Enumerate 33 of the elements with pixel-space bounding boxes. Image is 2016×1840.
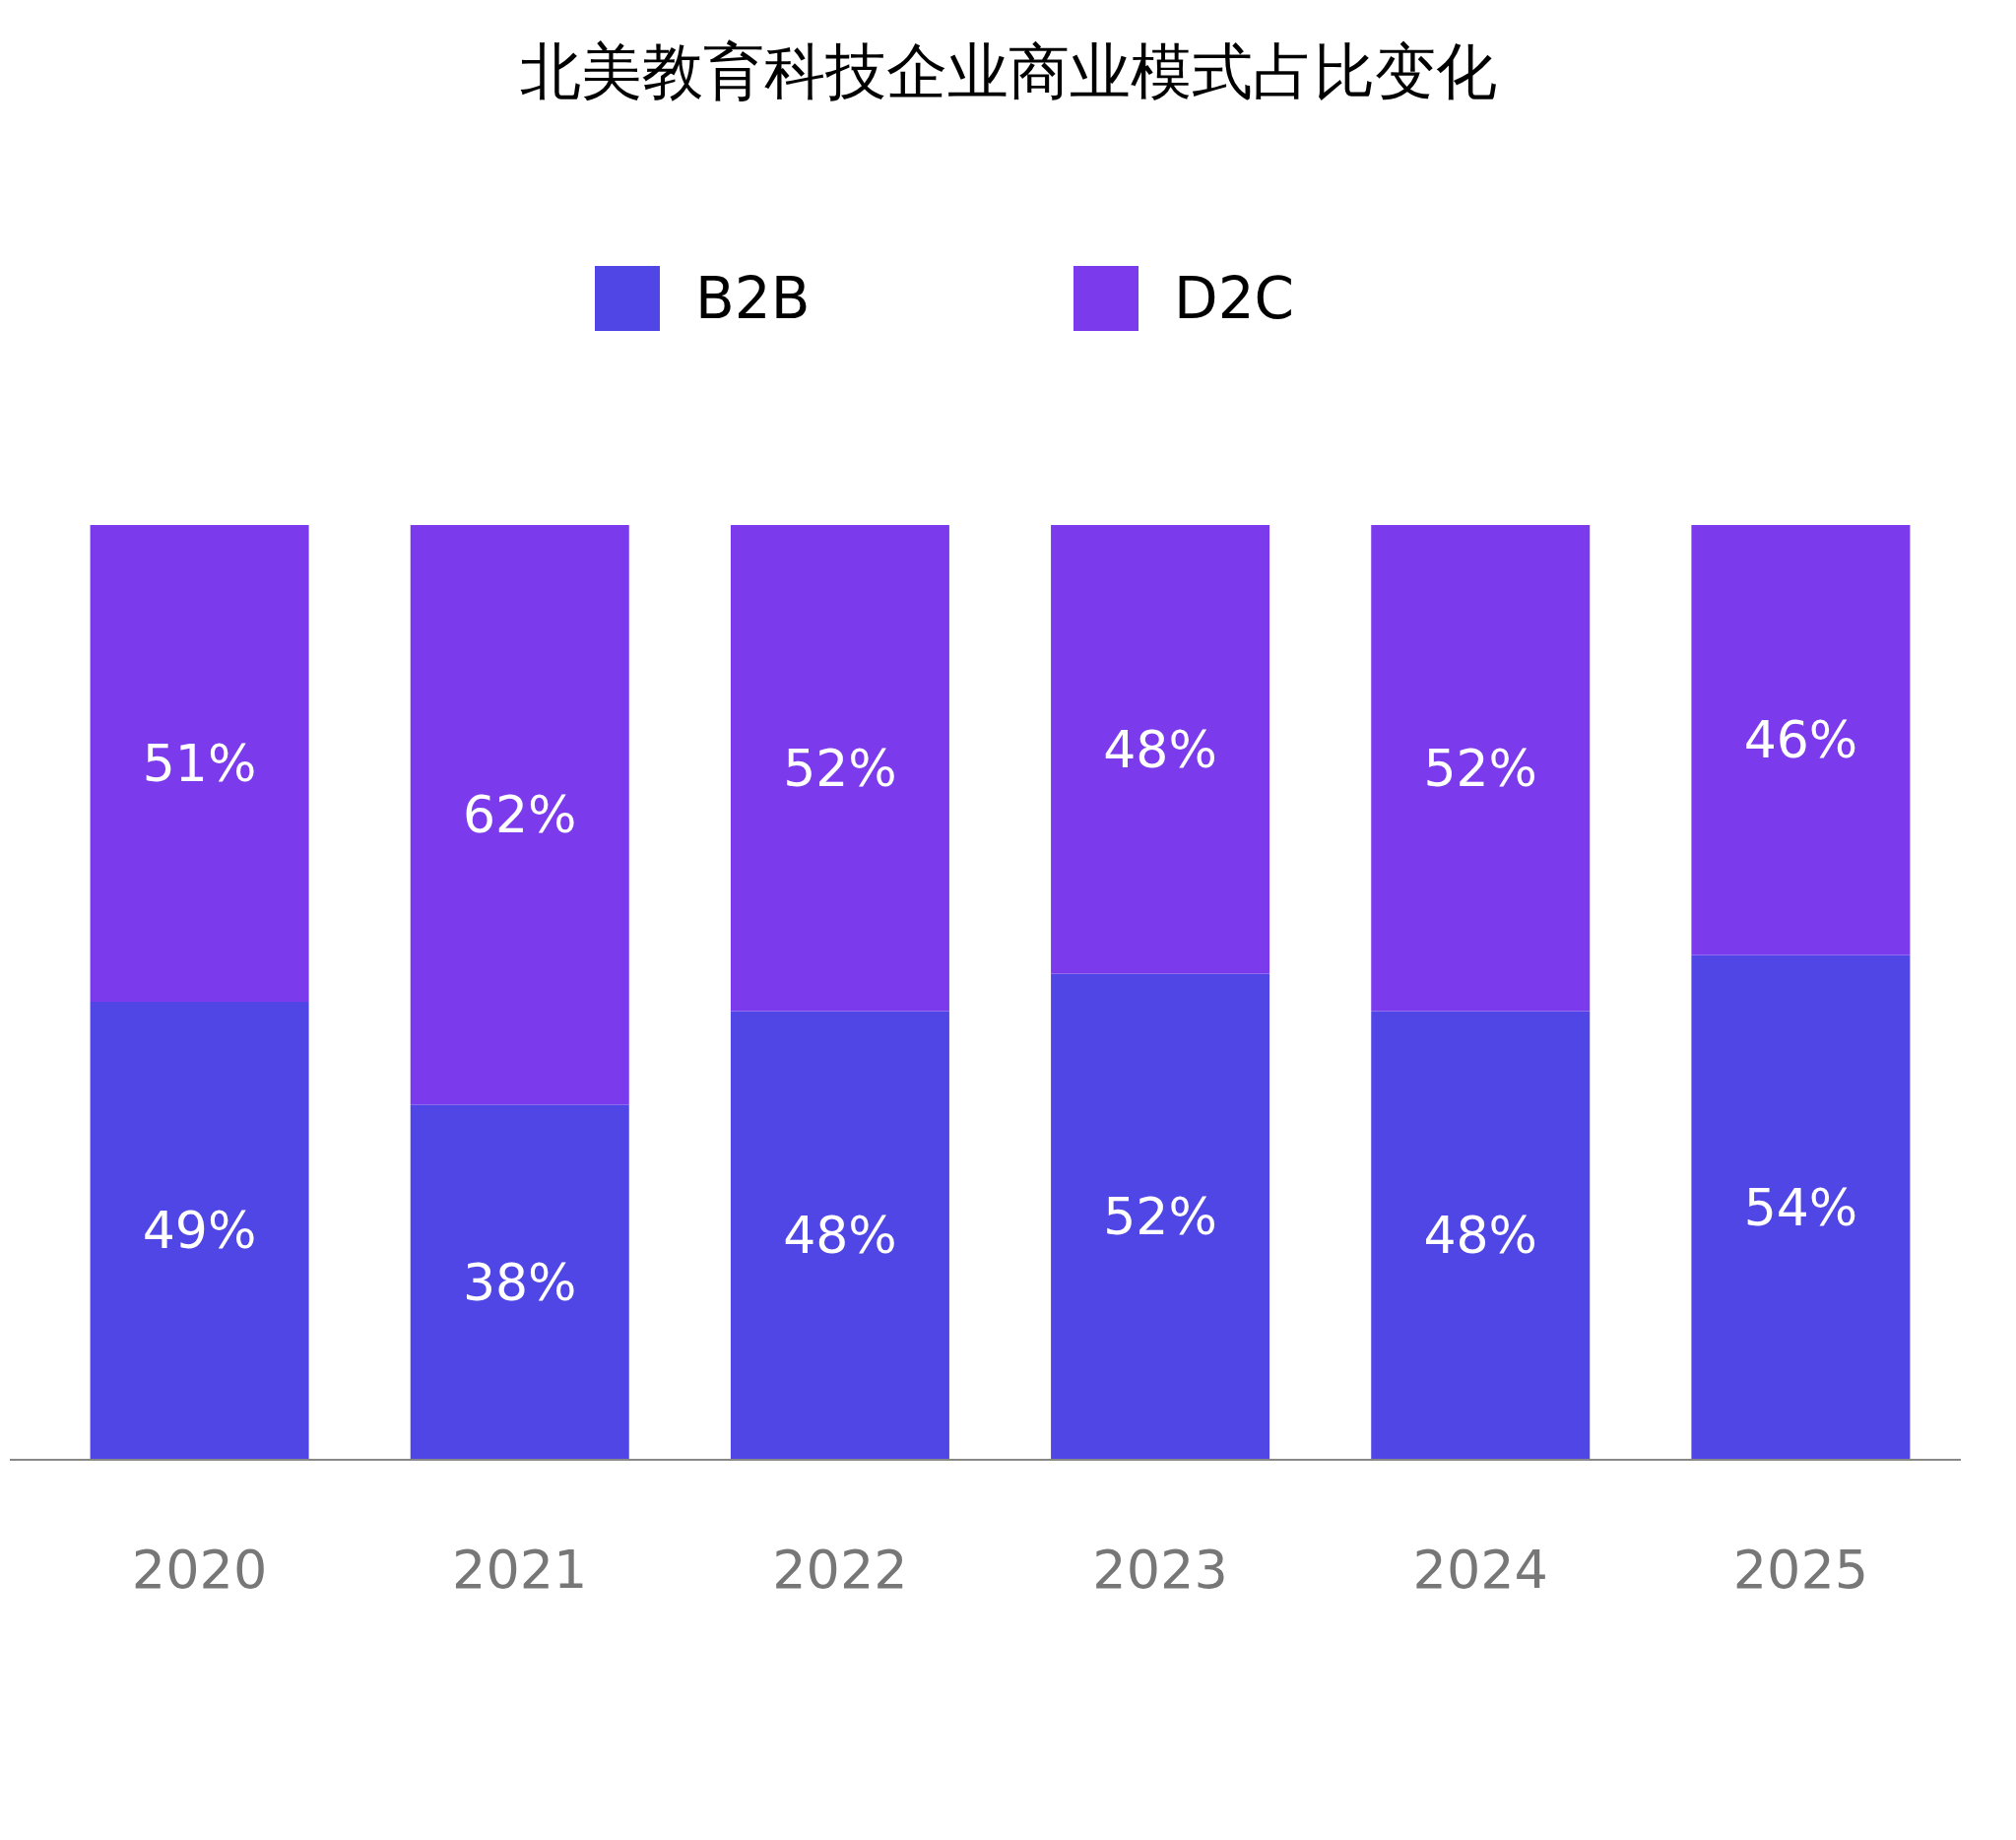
data-label: 52% (1423, 738, 1538, 798)
data-label: 48% (1423, 1206, 1538, 1266)
bar (730, 525, 949, 1012)
bar (90, 1001, 309, 1460)
bar (1691, 954, 1911, 1460)
data-label: 49% (142, 1201, 257, 1261)
x-tick-label: 2021 (452, 1538, 588, 1601)
data-label: 46% (1743, 710, 1858, 770)
bar (410, 1104, 629, 1460)
x-tick-label: 2025 (1732, 1538, 1869, 1601)
bar (1691, 525, 1911, 955)
bar (1051, 525, 1270, 974)
legend-label: D2C (1174, 265, 1295, 332)
data-label: 38% (462, 1252, 577, 1312)
bar (410, 525, 629, 1105)
bar (1371, 1011, 1591, 1460)
bar (730, 1011, 949, 1460)
x-tick-label: 2024 (1412, 1538, 1548, 1601)
bar (90, 525, 309, 1002)
bar (1051, 973, 1270, 1460)
chart-title: 北美教育科技企业商业模式占比变化 (519, 34, 1497, 107)
x-tick-label: 2020 (131, 1538, 268, 1601)
data-label: 52% (783, 738, 897, 798)
data-label: 51% (142, 733, 257, 793)
legend-label: B2B (695, 265, 811, 332)
data-label: 48% (783, 1206, 897, 1266)
x-tick-label: 2023 (1092, 1538, 1228, 1601)
bar (1371, 525, 1591, 1012)
data-label: 54% (1743, 1177, 1858, 1237)
data-label: 52% (1103, 1187, 1217, 1247)
data-label: 48% (1103, 719, 1217, 779)
data-label: 62% (462, 785, 577, 845)
x-tick-label: 2022 (772, 1538, 908, 1601)
